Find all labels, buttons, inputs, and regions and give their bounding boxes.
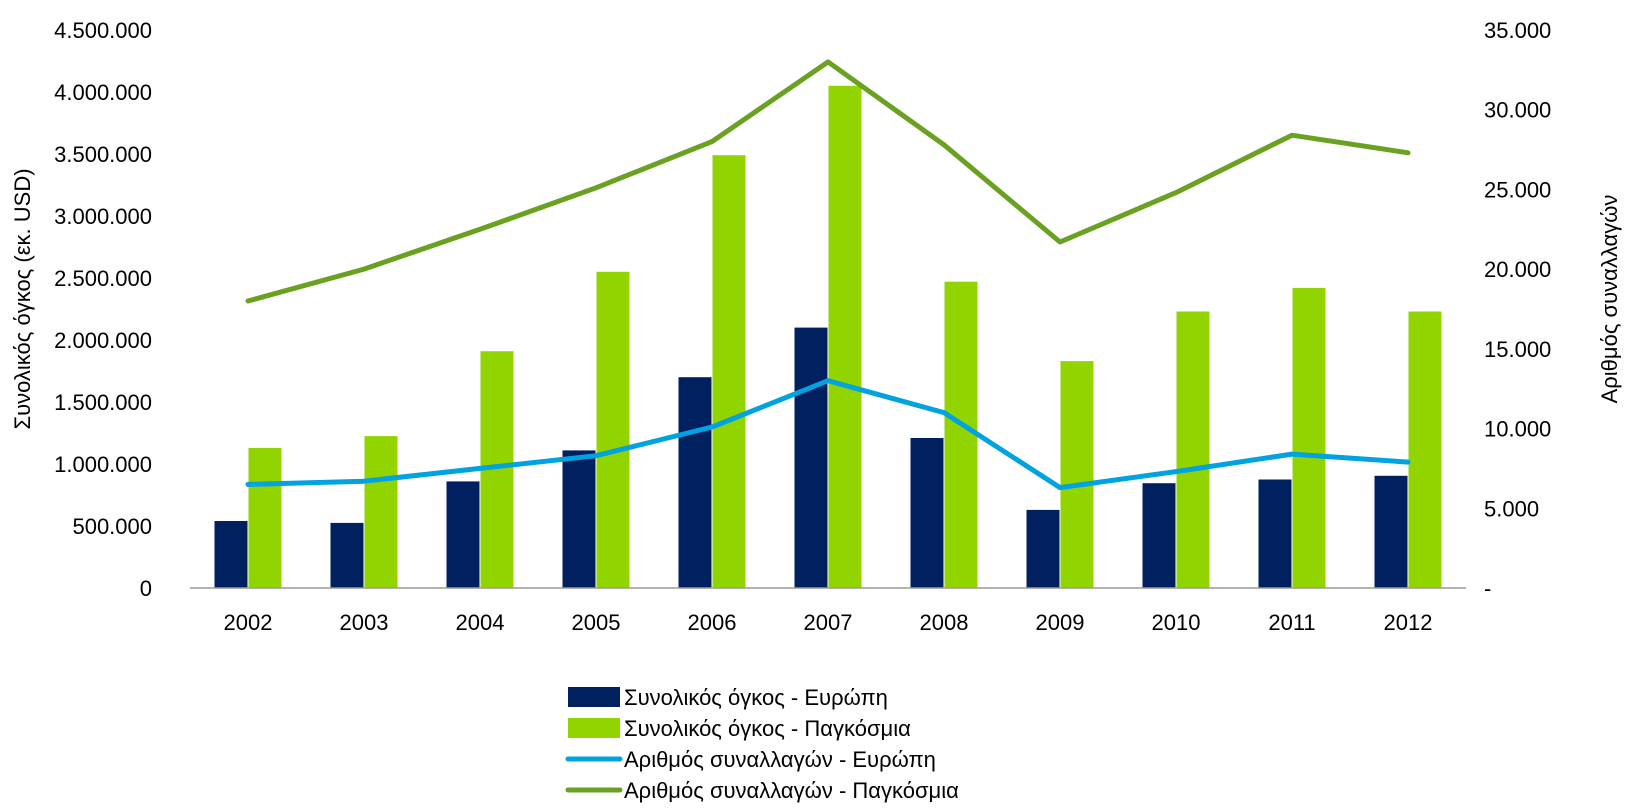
- x-tick-label: 2005: [572, 610, 621, 635]
- legend-label: Συνολικός όγκος - Ευρώπη: [624, 685, 888, 710]
- line-global: [245, 59, 1411, 304]
- bar-europe-2012: [1374, 475, 1408, 588]
- bar-europe-2005: [562, 450, 596, 588]
- y-axis-title: Συνολικός όγκος (εκ. USD): [10, 168, 35, 429]
- x-tick-label: 2012: [1384, 610, 1433, 635]
- y2-axis-ticks: - 5.000 10.000 15.000 20.000 25.000 30.000 35.0…: [1484, 18, 1551, 601]
- y2-tick-label: 5.000: [1484, 496, 1539, 521]
- x-tick-label: 2009: [1036, 610, 1085, 635]
- y2-tick-label: 30.000: [1484, 98, 1551, 123]
- y-tick-label: 2.500.000: [54, 266, 152, 291]
- bars-layer: [214, 85, 1442, 589]
- bar-europe-2007: [794, 327, 828, 588]
- legend-label: Αριθμός συναλλαγών - Ευρώπη: [624, 747, 936, 772]
- y2-tick-label: 10.000: [1484, 417, 1551, 442]
- bar-global-2006: [712, 155, 746, 588]
- legend-swatch: [568, 718, 620, 738]
- bar-global-2007: [828, 85, 862, 589]
- y-tick-label: 4.500.000: [54, 18, 152, 43]
- lines-layer: [245, 59, 1411, 491]
- bar-global-2009: [1060, 361, 1094, 588]
- y2-tick-label: 35.000: [1484, 18, 1551, 43]
- bar-global-2012: [1408, 311, 1442, 588]
- x-tick-label: 2002: [224, 610, 273, 635]
- bar-global-2002: [248, 447, 282, 588]
- bar-global-2011: [1292, 287, 1326, 588]
- y-tick-label: 1.000.000: [54, 452, 152, 477]
- bar-global-2010: [1176, 311, 1210, 588]
- y-tick-label: 2.000.000: [54, 328, 152, 353]
- y-tick-label: 3.500.000: [54, 142, 152, 167]
- y-tick-label: 3.000.000: [54, 204, 152, 229]
- legend-label: Συνολικός όγκος - Παγκόσμια: [624, 716, 911, 741]
- legend: Συνολικός όγκος - Ευρώπη Συνολικός όγκος …: [565, 685, 959, 803]
- y-tick-label: 1.500.000: [54, 390, 152, 415]
- x-tick-label: 2004: [456, 610, 505, 635]
- x-tick-label: 2008: [920, 610, 969, 635]
- x-tick-label: 2007: [804, 610, 853, 635]
- x-tick-label: 2003: [340, 610, 389, 635]
- y2-axis-title: Αριθμός συναλλαγών: [1597, 195, 1622, 404]
- bar-europe-2006: [678, 377, 712, 588]
- bar-europe-2008: [910, 438, 944, 588]
- x-tick-label: 2006: [688, 610, 737, 635]
- bar-global-2005: [596, 271, 630, 588]
- line-europe: [245, 378, 1411, 491]
- bar-europe-2004: [446, 481, 480, 588]
- x-axis-ticks: 2002 2003 2004 2005 2006 2007 2008 2009 2010 2011…: [224, 610, 1433, 635]
- bar-europe-2010: [1142, 483, 1176, 588]
- y-axis-ticks: 0 500.000 1.000.000 1.500.000 2.000.000 2.500…: [54, 18, 152, 601]
- bar-europe-2003: [330, 522, 364, 588]
- bar-global-2008: [944, 281, 978, 588]
- y-tick-label: 500.000: [72, 514, 152, 539]
- y-tick-label: 4.000.000: [54, 80, 152, 105]
- legend-label: Αριθμός συναλλαγών - Παγκόσμια: [624, 778, 959, 803]
- legend-swatch: [568, 687, 620, 707]
- y2-tick-label: 25.000: [1484, 177, 1551, 202]
- y2-tick-label: -: [1484, 576, 1491, 601]
- y-tick-label: 0: [140, 576, 152, 601]
- y2-tick-label: 20.000: [1484, 257, 1551, 282]
- bar-europe-2009: [1026, 509, 1060, 588]
- x-tick-label: 2010: [1152, 610, 1201, 635]
- bar-europe-2011: [1258, 479, 1292, 588]
- x-tick-label: 2011: [1268, 610, 1315, 635]
- y2-tick-label: 15.000: [1484, 337, 1551, 362]
- bar-europe-2002: [214, 521, 248, 588]
- bar-global-2003: [364, 436, 398, 588]
